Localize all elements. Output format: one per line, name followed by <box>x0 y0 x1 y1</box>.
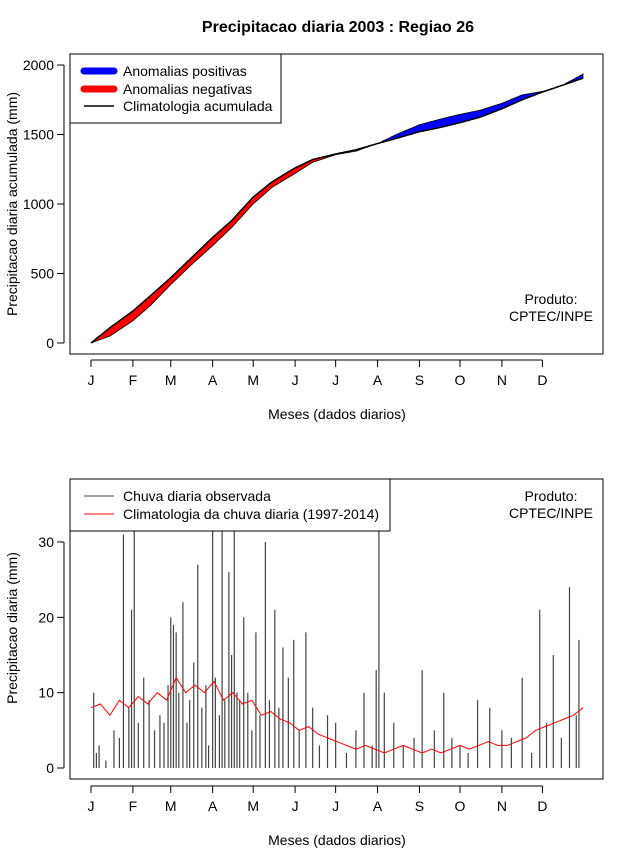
positive-anomaly-area <box>377 73 584 144</box>
x-tick-label: S <box>415 798 424 814</box>
legend-daily: Chuva diaria observada Climatologia da c… <box>69 478 391 532</box>
plot-frame-cumulative <box>69 53 604 355</box>
legend-label-daily-climatology: Climatologia da chuva diaria (1997-2014) <box>123 506 379 522</box>
y-tick-label: 1500 <box>23 127 54 143</box>
y-tick-label: 0 <box>46 335 54 351</box>
legend-label-observed: Chuva diaria observada <box>123 488 271 504</box>
x-tick-label: A <box>208 798 218 814</box>
x-tick-label: M <box>165 372 177 388</box>
x-tick-label: A <box>208 372 218 388</box>
x-tick-label: F <box>129 798 138 814</box>
y-tick-label: 500 <box>31 266 55 282</box>
y-tick-label: 0 <box>46 760 54 776</box>
y-tick-label: 2000 <box>23 57 54 73</box>
annotation-cptec-daily: CPTEC/INPE <box>509 505 593 521</box>
legend-label-positive: Anomalias positivas <box>123 63 247 79</box>
legend-label-climatology: Climatologia acumulada <box>123 98 273 114</box>
y-axis-daily: 0 10 20 30 <box>38 534 65 776</box>
x-tick-label: N <box>497 798 507 814</box>
x-tick-label: A <box>373 372 383 388</box>
annotation-produto-cumulative: Produto: <box>525 291 578 307</box>
x-tick-label: J <box>292 372 299 388</box>
x-tick-label: N <box>497 372 507 388</box>
x-tick-label: A <box>373 798 383 814</box>
legend-cumulative: Anomalias positivas Anomalias negativas … <box>69 53 282 124</box>
annotation-cptec-cumulative: CPTEC/INPE <box>509 308 593 324</box>
y-tick-label: 20 <box>38 609 54 625</box>
annotation-produto-daily: Produto: <box>525 488 578 504</box>
cumulative-panel: 0 500 1000 1500 2000 J F M A M J J A S O N D Meses (dad… <box>4 53 604 422</box>
x-tick-label: O <box>455 798 466 814</box>
negative-anomaly-area <box>92 143 377 344</box>
daily-panel: 0 10 20 30 J F M A M J J A S O N D Meses (dados diario… <box>4 478 604 848</box>
x-tick-label: O <box>455 372 466 388</box>
x-tick-label: S <box>415 372 424 388</box>
x-tick-label: J <box>292 798 299 814</box>
y-axis-label-cumulative: Precipitacao diaria acumulada (mm) <box>4 92 20 316</box>
x-tick-label: M <box>247 798 259 814</box>
x-axis-label-cumulative: Meses (dados diarios) <box>268 406 406 422</box>
daily-rain-bars <box>93 504 580 768</box>
x-tick-label: M <box>247 372 259 388</box>
legend-box-daily <box>69 478 391 532</box>
x-tick-label: J <box>332 798 339 814</box>
x-tick-label: D <box>537 798 547 814</box>
y-tick-label: 1000 <box>23 196 54 212</box>
climatology-cumulative-line <box>90 77 584 344</box>
legend-label-negative: Anomalias negativas <box>123 81 252 97</box>
daily-climatology-line <box>90 676 584 754</box>
x-axis-label-daily: Meses (dados diarios) <box>268 832 406 848</box>
chart-title: Precipitacao diaria 2003 : Regiao 26 <box>202 19 474 36</box>
x-tick-label: J <box>332 372 339 388</box>
y-axis-label-daily: Precipitacao diaria (mm) <box>4 552 20 704</box>
x-tick-label: D <box>537 372 547 388</box>
x-tick-label: J <box>88 372 95 388</box>
y-axis-cumulative: 0 500 1000 1500 2000 <box>23 57 65 351</box>
x-tick-label: M <box>165 798 177 814</box>
x-tick-label: F <box>129 372 138 388</box>
y-tick-label: 30 <box>38 534 54 550</box>
y-tick-label: 10 <box>38 685 54 701</box>
x-tick-label: J <box>88 798 95 814</box>
